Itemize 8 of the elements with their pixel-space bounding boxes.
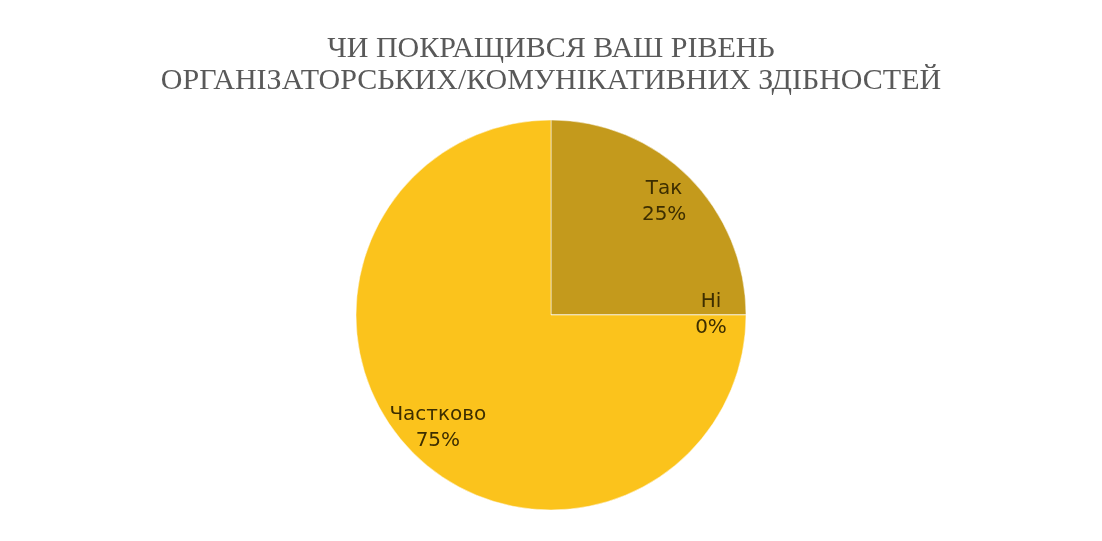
chart-title: ЧИ ПОКРАЩИВСЯ ВАШ РІВЕНЬ ОРГАНІЗАТОРСЬКИХ/КОМУНІКАТИВНИХ ЗДІБНОСТЕЙ [160,30,942,95]
category-label: Ні [700,288,722,312]
text: 0% [695,314,727,338]
slice-label: Так [644,174,683,199]
pie-slice [355,119,747,511]
data-label: 25% [641,200,687,225]
data-label: 75% [415,427,461,452]
slice-label: Частково [389,401,487,426]
